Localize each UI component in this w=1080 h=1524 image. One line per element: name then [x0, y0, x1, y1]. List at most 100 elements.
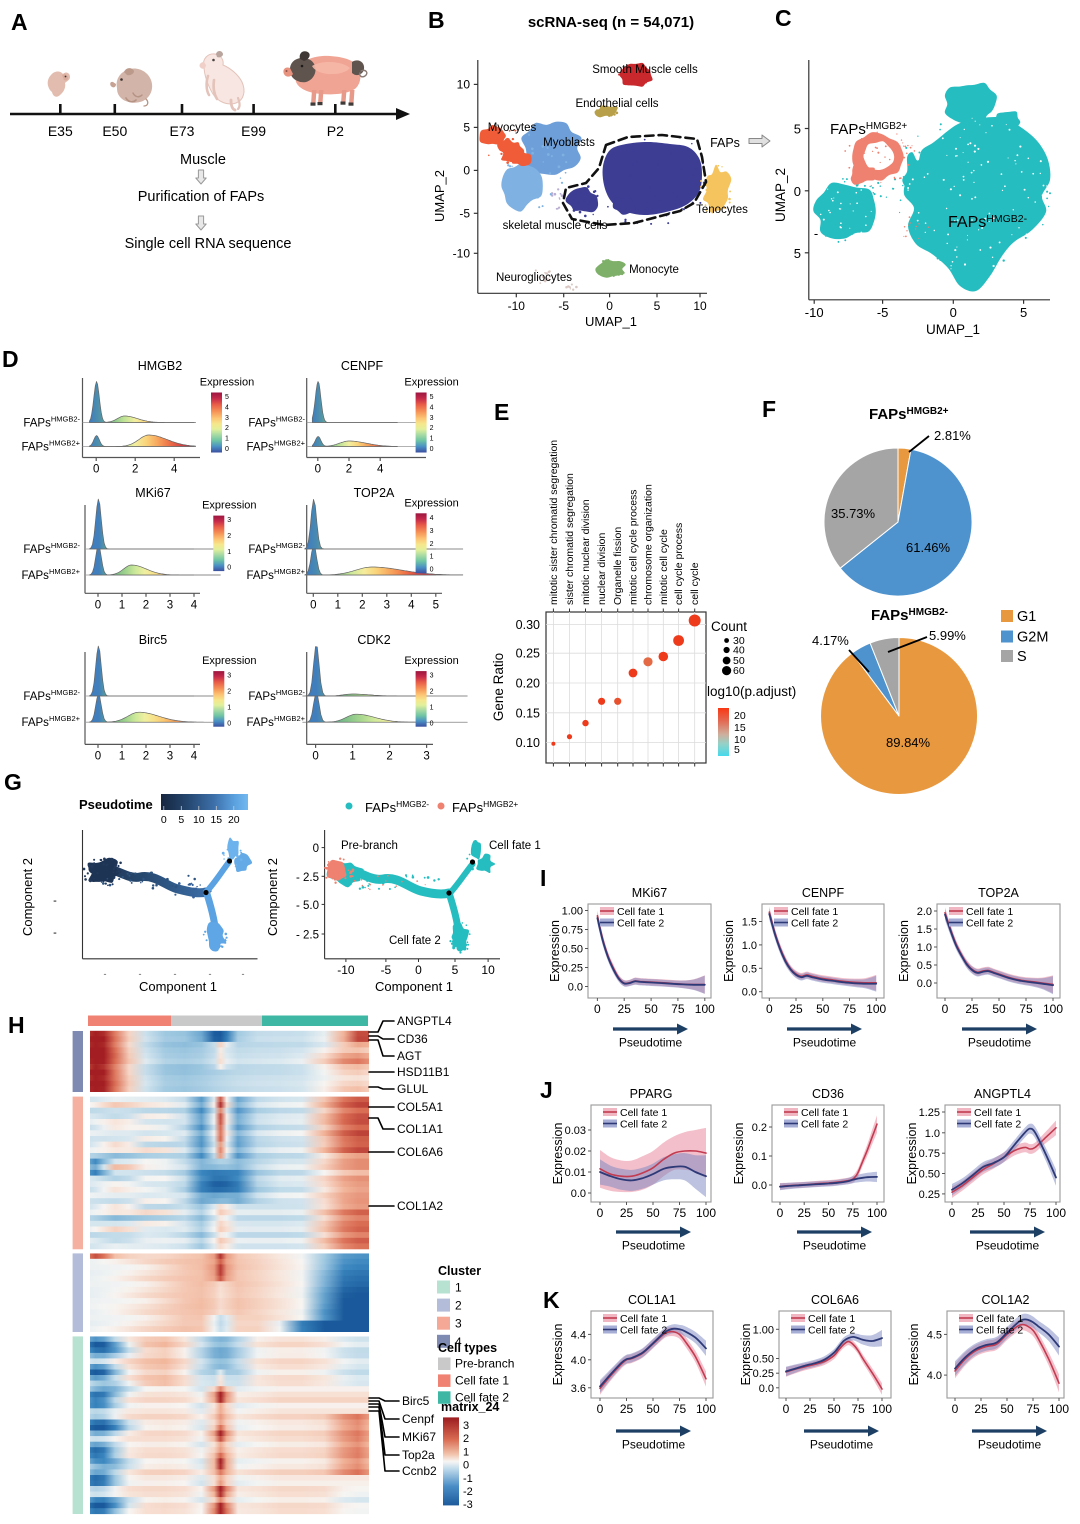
svg-text:1.0: 1.0	[917, 942, 932, 954]
svg-text:4: 4	[455, 1335, 462, 1349]
svg-text:-: -	[104, 969, 107, 979]
svg-text:25: 25	[971, 1206, 985, 1220]
svg-text:scRNA-seq (n = 54,071): scRNA-seq (n = 54,071)	[528, 14, 694, 31]
svg-text:Top2a: Top2a	[402, 1448, 435, 1462]
svg-text:0: 0	[313, 843, 319, 855]
svg-text:20: 20	[734, 710, 746, 722]
svg-text:0: 0	[777, 1206, 784, 1220]
svg-text:mitotic cell cycle: mitotic cell cycle	[658, 529, 670, 605]
svg-text:-10: -10	[453, 246, 471, 260]
svg-text:0: 0	[430, 567, 434, 574]
svg-text:CD36: CD36	[397, 1032, 428, 1046]
svg-text:Cell fate 2: Cell fate 2	[389, 935, 441, 947]
svg-text:0: 0	[95, 599, 101, 611]
svg-text:Expression: Expression	[551, 1324, 565, 1386]
svg-text:Pseudotime: Pseudotime	[793, 1036, 857, 1050]
svg-text:Cell fate 1: Cell fate 1	[620, 1107, 667, 1119]
svg-text:4: 4	[430, 515, 434, 522]
svg-text:0: 0	[93, 464, 99, 476]
svg-text:0: 0	[227, 720, 231, 727]
svg-text:Expression: Expression	[551, 1123, 565, 1185]
svg-text:CENPF: CENPF	[341, 359, 384, 373]
svg-text:Expression: Expression	[404, 497, 458, 509]
svg-text:COL1A2: COL1A2	[982, 1293, 1030, 1307]
svg-text:Pseudotime: Pseudotime	[622, 1438, 686, 1452]
svg-text:2.81%: 2.81%	[934, 428, 971, 443]
svg-text:0.1: 0.1	[752, 1151, 767, 1163]
svg-text:UMAP_2: UMAP_2	[773, 168, 788, 222]
svg-text:Cell fate 1: Cell fate 1	[617, 906, 664, 918]
svg-text:30: 30	[733, 635, 745, 647]
svg-text:Expression: Expression	[548, 920, 562, 982]
svg-text:-3: -3	[463, 1499, 473, 1511]
svg-text:Cell fate 1: Cell fate 1	[974, 1107, 1021, 1119]
svg-text:Cell fate 2: Cell fate 2	[455, 1390, 509, 1404]
svg-text:0.01: 0.01	[565, 1167, 586, 1179]
svg-text:ANGPTL4: ANGPTL4	[397, 1014, 452, 1028]
svg-text:CENPF: CENPF	[802, 886, 845, 900]
svg-text:25: 25	[965, 1002, 979, 1016]
svg-text:Expression: Expression	[722, 920, 736, 982]
svg-text:4.17%: 4.17%	[812, 633, 849, 648]
svg-text:Smooth Muscle cells: Smooth Muscle cells	[592, 64, 698, 76]
svg-text:FAPs: FAPs	[710, 136, 740, 150]
svg-text:75: 75	[1023, 1206, 1037, 1220]
svg-text:2: 2	[430, 688, 434, 695]
svg-text:-5: -5	[381, 963, 392, 977]
svg-text:Myocytes: Myocytes	[488, 122, 537, 134]
svg-text:0: 0	[430, 446, 434, 453]
svg-text:89.84%: 89.84%	[886, 735, 931, 750]
svg-text:10: 10	[693, 299, 707, 313]
svg-text:cell cycle: cell cycle	[689, 562, 701, 605]
svg-text:5: 5	[794, 246, 801, 261]
svg-text:Expression: Expression	[905, 1123, 919, 1185]
svg-text:0.15: 0.15	[516, 706, 540, 720]
svg-text:MKi67: MKi67	[135, 486, 170, 500]
svg-text:Cell fate 1: Cell fate 1	[620, 1313, 667, 1325]
svg-text:4.0: 4.0	[571, 1355, 586, 1367]
svg-text:Cell fate 1: Cell fate 1	[801, 1107, 848, 1119]
svg-text:75: 75	[1019, 1002, 1033, 1016]
svg-text:E35: E35	[48, 123, 73, 139]
svg-text:Cell fate 1: Cell fate 1	[489, 840, 541, 852]
svg-text:Pseudotime: Pseudotime	[622, 1239, 686, 1253]
svg-text:COL1A1: COL1A1	[628, 1293, 676, 1307]
svg-text:0.50: 0.50	[919, 1169, 940, 1181]
svg-text:0: 0	[463, 163, 470, 177]
svg-text:0: 0	[766, 1002, 773, 1016]
svg-text:Tenocytes: Tenocytes	[696, 204, 748, 216]
svg-text:0: 0	[597, 1206, 604, 1220]
svg-text:4: 4	[225, 405, 229, 412]
svg-text:Pre-branch: Pre-branch	[455, 1357, 514, 1371]
svg-text:1: 1	[225, 436, 229, 443]
svg-text:0: 0	[952, 1402, 959, 1416]
svg-text:100: 100	[867, 1206, 887, 1220]
svg-text:Birc5: Birc5	[402, 1394, 430, 1408]
svg-text:Cell fate 2: Cell fate 2	[620, 1119, 667, 1131]
svg-text:HMGB2: HMGB2	[138, 359, 183, 373]
svg-text:-: -	[209, 969, 212, 979]
svg-text:matrix_24: matrix_24	[441, 1400, 499, 1414]
svg-text:CDK2: CDK2	[357, 633, 390, 647]
svg-text:Cluster: Cluster	[438, 1264, 481, 1278]
svg-text:Expression: Expression	[739, 1324, 753, 1386]
svg-text:35.73%: 35.73%	[831, 506, 876, 521]
svg-text:nuclear division: nuclear division	[596, 532, 608, 605]
svg-text:5: 5	[225, 394, 229, 401]
svg-text:TOP2A: TOP2A	[978, 886, 1019, 900]
svg-text:C: C	[775, 5, 792, 31]
svg-text:3: 3	[423, 750, 429, 762]
svg-text:E99: E99	[241, 123, 266, 139]
svg-text:3.6: 3.6	[571, 1383, 586, 1395]
svg-text:0: 0	[430, 720, 434, 727]
svg-text:0: 0	[949, 1206, 956, 1220]
svg-text:10: 10	[734, 734, 746, 746]
svg-text:0.30: 0.30	[516, 618, 540, 632]
svg-text:0: 0	[227, 565, 231, 572]
svg-text:Cell fate 2: Cell fate 2	[808, 1325, 855, 1337]
svg-text:2: 2	[430, 425, 434, 432]
svg-text:MKi67: MKi67	[632, 886, 667, 900]
svg-text:1: 1	[430, 704, 434, 711]
svg-text:3: 3	[463, 1420, 469, 1432]
svg-text:100: 100	[1046, 1206, 1066, 1220]
